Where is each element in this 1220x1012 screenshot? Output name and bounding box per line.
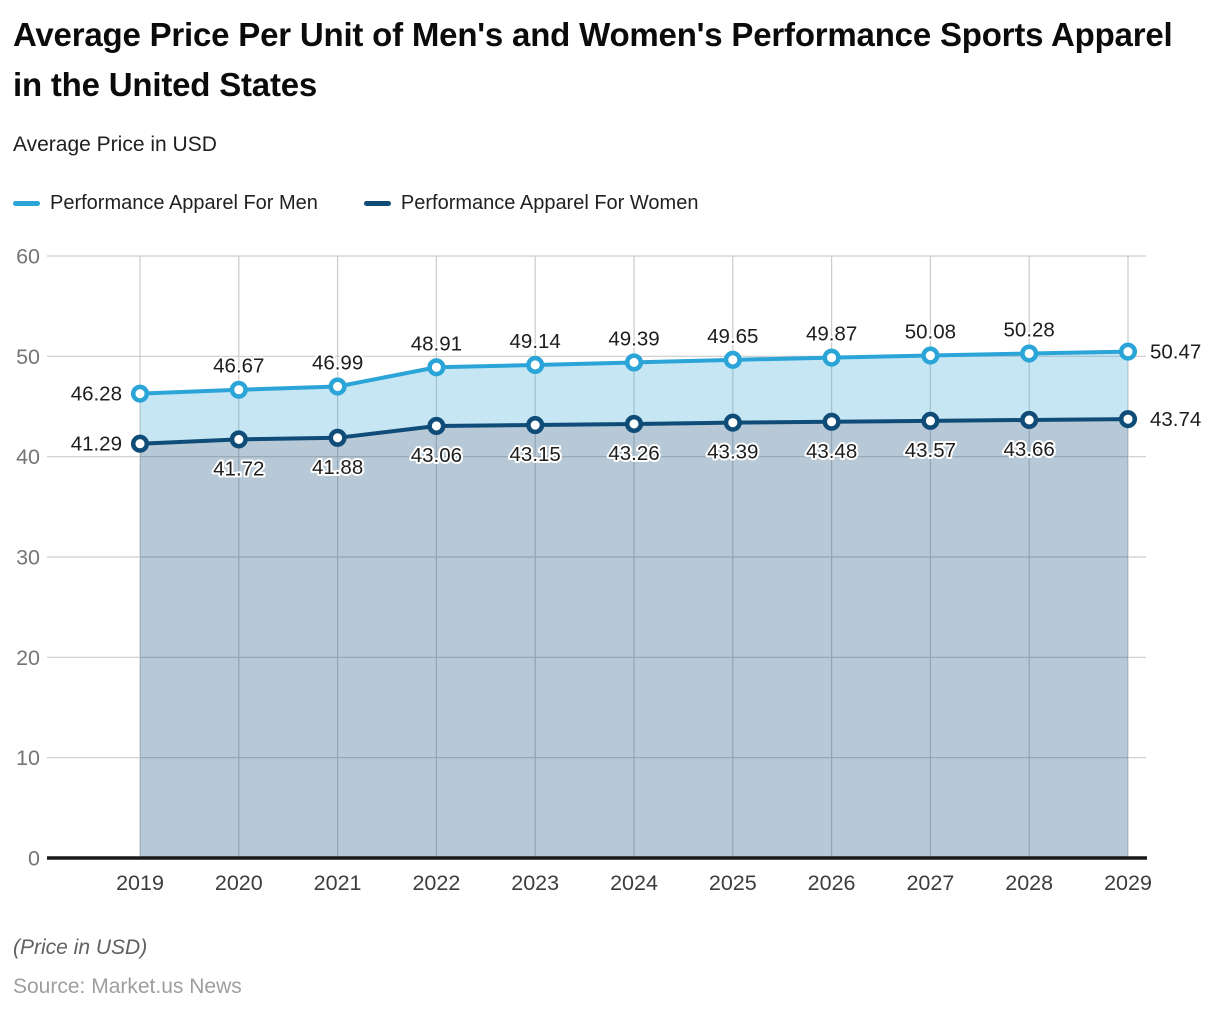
women-data-point-marker[interactable] (624, 414, 644, 434)
women-value-label: 43.66 (1004, 438, 1055, 461)
x-axis-tick-label: 2025 (709, 871, 757, 895)
men-data-point-marker[interactable] (526, 355, 545, 375)
men-value-label: 49.39 (608, 327, 659, 350)
price-unit-note: (Price in USD) (13, 936, 148, 959)
women-data-point-marker[interactable] (229, 430, 248, 449)
x-axis-tick-label: 2023 (511, 871, 559, 895)
y-axis-tick-label: 20 (16, 646, 40, 670)
women-area-fill (140, 419, 1128, 858)
men-value-label: 46.28 (71, 383, 122, 406)
men-data-point-marker[interactable] (427, 358, 446, 377)
men-value-label: 46.67 (213, 355, 264, 378)
page-subtitle: Average Price in USD (13, 133, 217, 156)
men-value-label: 49.87 (806, 323, 857, 346)
legend-label-women: Performance Apparel For Women (400, 192, 699, 214)
page-title: Average Price Per Unit of Men's and Wome… (13, 16, 1173, 103)
women-series-swatch (363, 201, 391, 206)
y-axis-tick-label: 30 (16, 546, 40, 570)
x-axis-tick-label: 2019 (116, 871, 164, 895)
y-axis-tick-label: 10 (16, 746, 40, 770)
legend-item-men[interactable]: Performance Apparel For Men (13, 192, 318, 215)
women-data-point-marker[interactable] (427, 416, 446, 436)
women-value-label: 41.72 (213, 457, 264, 480)
women-value-label: 43.48 (806, 440, 857, 463)
women-data-point-marker[interactable] (130, 434, 150, 453)
men-value-label: 50.08 (905, 321, 956, 344)
women-value-label: 43.15 (510, 443, 561, 466)
women-data-point-marker[interactable] (1118, 410, 1138, 429)
men-data-point-marker[interactable] (723, 350, 742, 369)
x-axis-tick-label: 2021 (314, 871, 362, 895)
legend-item-women[interactable]: Performance Apparel For Women (363, 192, 699, 215)
x-axis-tick-label: 2028 (1005, 871, 1053, 895)
men-value-label: 50.47 (1150, 341, 1201, 364)
women-value-label: 43.26 (608, 442, 659, 465)
women-data-point-marker[interactable] (1020, 410, 1039, 429)
men-data-point-marker[interactable] (624, 353, 644, 372)
women-value-label: 43.39 (707, 441, 758, 464)
men-data-point-marker[interactable] (921, 346, 940, 365)
x-axis-tick-label: 2024 (610, 871, 658, 895)
x-axis-tick-label: 2026 (808, 871, 856, 895)
y-axis-tick-label: 40 (16, 445, 40, 469)
women-value-label: 43.06 (411, 444, 462, 467)
men-data-point-marker[interactable] (1020, 344, 1039, 363)
area-line-chart: 46.28 46.67 46.99 48.91 49.14 49.39 49.65 49.87… (0, 240, 1220, 905)
legend-label-men: Performance Apparel For Men (50, 192, 318, 214)
men-series-swatch (13, 201, 40, 206)
y-axis-tick-label: 0 (28, 847, 40, 871)
women-value-label: 43.57 (905, 439, 956, 462)
women-data-point-marker[interactable] (328, 428, 347, 447)
men-value-label: 46.99 (312, 352, 363, 375)
chart-canvas: 46.28 46.67 46.99 48.91 49.14 49.39 49.65 49.87… (16, 245, 1203, 896)
women-value-label: 43.74 (1150, 408, 1201, 431)
men-value-label: 49.14 (510, 330, 561, 353)
source-credit: Source: Market.us News (13, 975, 242, 998)
men-data-point-marker[interactable] (822, 348, 841, 367)
x-axis-tick-label: 2020 (215, 871, 263, 895)
men-data-point-marker[interactable] (229, 380, 248, 399)
y-axis-tick-label: 60 (16, 245, 40, 269)
men-value-label: 49.65 (707, 325, 758, 348)
x-axis-tick-label: 2029 (1104, 871, 1152, 895)
men-value-label: 48.91 (411, 332, 462, 355)
women-data-point-marker[interactable] (921, 411, 940, 430)
women-value-label: 41.88 (312, 456, 363, 479)
men-data-point-marker[interactable] (328, 377, 347, 396)
women-data-point-marker[interactable] (723, 413, 742, 432)
men-data-point-marker[interactable] (130, 384, 150, 403)
legend: Performance Apparel For Men Performance … (13, 192, 698, 215)
men-value-label: 50.28 (1004, 319, 1055, 342)
x-axis-tick-label: 2027 (906, 871, 954, 895)
women-data-point-marker[interactable] (822, 412, 841, 431)
women-data-point-marker[interactable] (526, 416, 545, 435)
women-value-label: 41.29 (71, 433, 122, 456)
men-data-point-marker[interactable] (1118, 342, 1138, 361)
x-axis-tick-label: 2022 (412, 871, 460, 895)
y-axis-tick-label: 50 (16, 345, 40, 369)
